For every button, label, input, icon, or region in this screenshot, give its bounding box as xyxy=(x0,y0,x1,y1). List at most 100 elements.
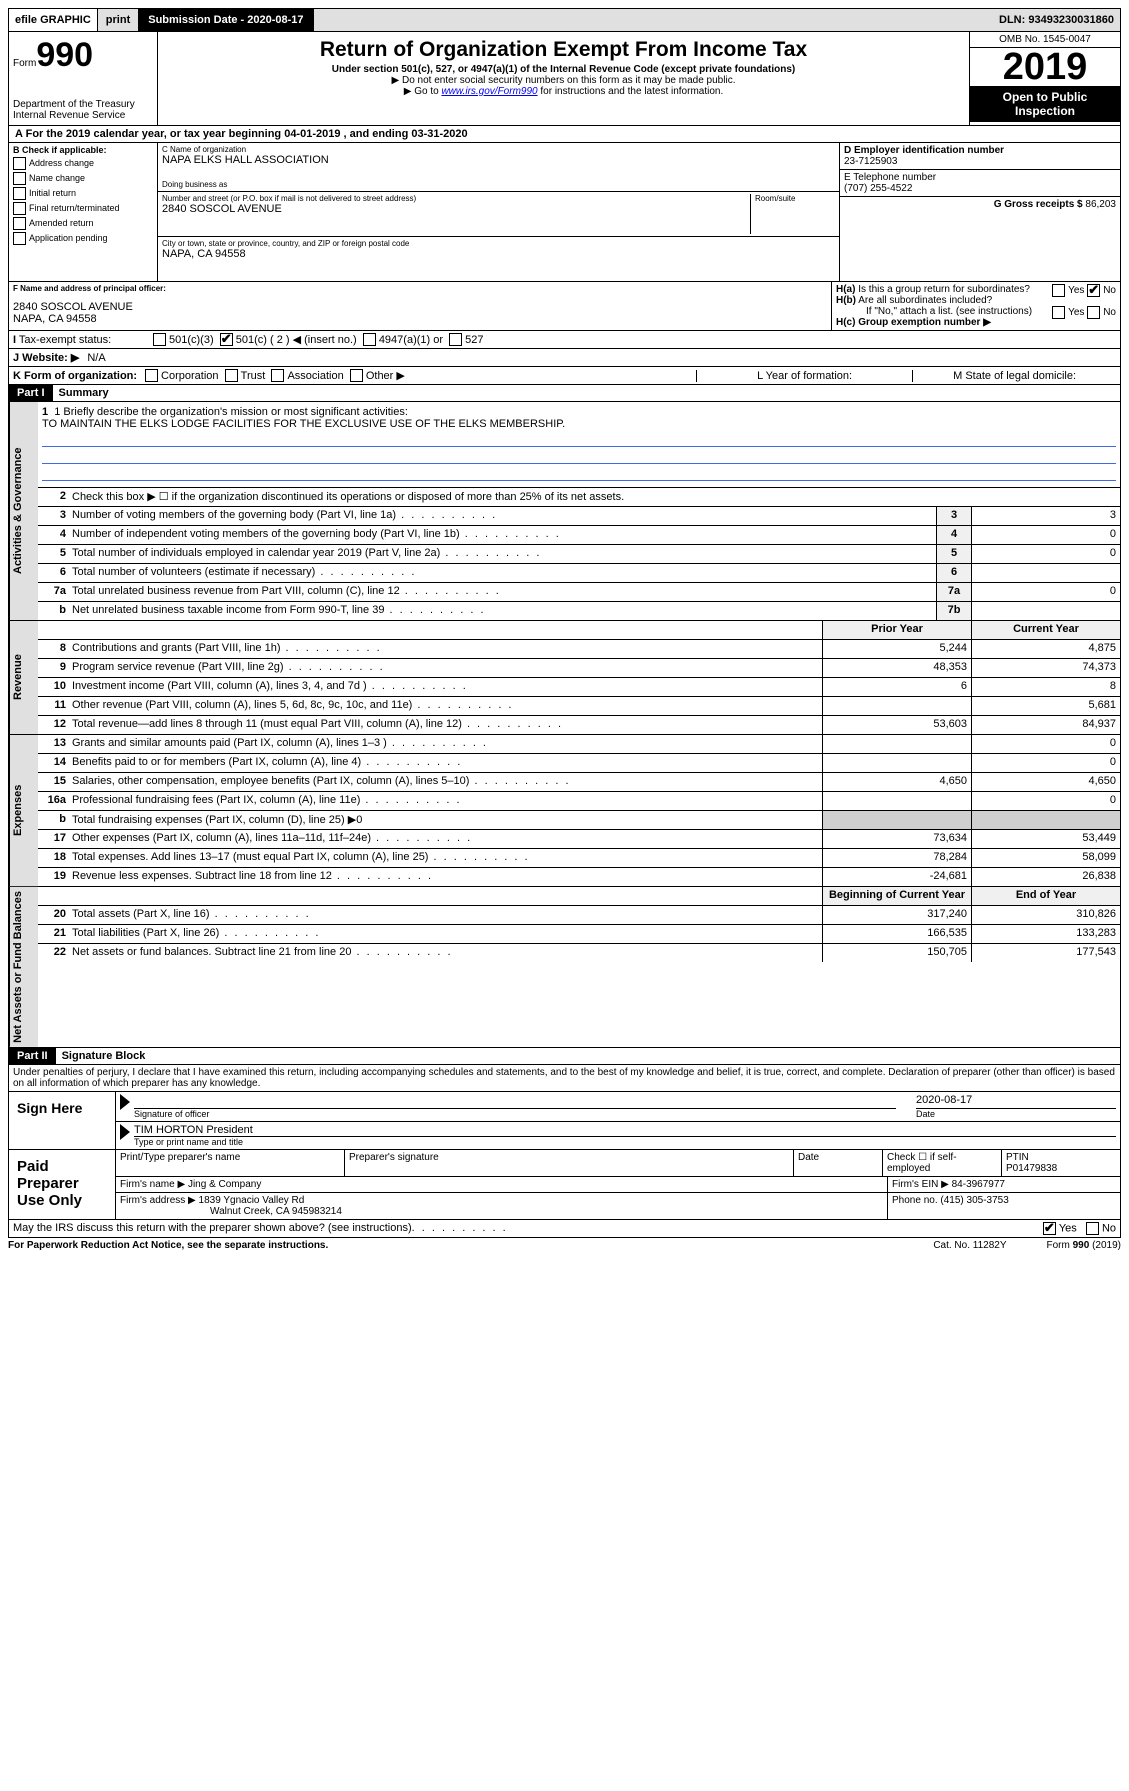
form-org-row: K Form of organization: Corporation Trus… xyxy=(9,366,1120,384)
name-change-checkbox[interactable] xyxy=(13,172,26,185)
street-address: 2840 SOSCOL AVENUE xyxy=(162,203,750,215)
table-row: 4Number of independent voting members of… xyxy=(38,526,1120,545)
box-c: C Name of organization NAPA ELKS HALL AS… xyxy=(158,143,839,281)
note-ssn: ▶ Do not enter social security numbers o… xyxy=(162,75,965,86)
sign-here-section: Sign Here Signature of officer 2020-08-1… xyxy=(8,1092,1121,1150)
table-row: 15Salaries, other compensation, employee… xyxy=(38,773,1120,792)
hb-yes-checkbox[interactable] xyxy=(1052,306,1065,319)
paid-preparer-section: Paid Preparer Use Only Print/Type prepar… xyxy=(8,1150,1121,1220)
note-link: ▶ Go to www.irs.gov/Form990 for instruct… xyxy=(162,86,965,97)
table-row: bNet unrelated business taxable income f… xyxy=(38,602,1120,620)
side-label-governance: Activities & Governance xyxy=(9,402,38,620)
table-row: 3Number of voting members of the governi… xyxy=(38,507,1120,526)
assoc-checkbox[interactable] xyxy=(271,369,284,382)
box-d: D Employer identification number 23-7125… xyxy=(839,143,1120,281)
table-row: 8Contributions and grants (Part VIII, li… xyxy=(38,640,1120,659)
form-title: Return of Organization Exempt From Incom… xyxy=(162,38,965,62)
irs-link[interactable]: www.irs.gov/Form990 xyxy=(441,86,537,97)
side-label-net: Net Assets or Fund Balances xyxy=(9,887,38,1047)
website-value: N/A xyxy=(87,352,105,364)
table-row: 20Total assets (Part X, line 16)317,2403… xyxy=(38,906,1120,925)
revenue-section: Revenue Prior Year Current Year 8Contrib… xyxy=(8,621,1121,735)
form-subtitle: Under section 501(c), 527, or 4947(a)(1)… xyxy=(162,64,965,75)
top-bar: efile GRAPHIC print Submission Date - 20… xyxy=(8,8,1121,32)
net-assets-section: Net Assets or Fund Balances Beginning of… xyxy=(8,887,1121,1048)
governance-section: Activities & Governance 1 1 Briefly desc… xyxy=(8,402,1121,621)
table-row: 21Total liabilities (Part X, line 26)166… xyxy=(38,925,1120,944)
table-row: 12Total revenue—add lines 8 through 11 (… xyxy=(38,716,1120,734)
expenses-section: Expenses 13Grants and similar amounts pa… xyxy=(8,735,1121,887)
table-row: 13Grants and similar amounts paid (Part … xyxy=(38,735,1120,754)
other-checkbox[interactable] xyxy=(350,369,363,382)
mission-text: TO MAINTAIN THE ELKS LODGE FACILITIES FO… xyxy=(42,418,1116,430)
hb-no-checkbox[interactable] xyxy=(1087,306,1100,319)
box-b: B Check if applicable: Address change Na… xyxy=(9,143,158,281)
arrow-icon xyxy=(120,1094,130,1110)
table-row: 17Other expenses (Part IX, column (A), l… xyxy=(38,830,1120,849)
open-public-badge: Open to Public Inspection xyxy=(970,86,1120,122)
sign-date: 2020-08-17 xyxy=(916,1094,1116,1109)
table-row: 14Benefits paid to or for members (Part … xyxy=(38,754,1120,773)
initial-return-checkbox[interactable] xyxy=(13,187,26,200)
firm-phone: (415) 305-3753 xyxy=(940,1195,1008,1206)
discuss-yes-checkbox[interactable] xyxy=(1043,1222,1056,1235)
year-formation: L Year of formation: xyxy=(696,370,912,382)
527-checkbox[interactable] xyxy=(449,333,462,346)
discuss-no-checkbox[interactable] xyxy=(1086,1222,1099,1235)
efile-label[interactable]: efile GRAPHIC xyxy=(9,9,98,31)
firm-address: 1839 Ygnacio Valley Rd xyxy=(199,1195,305,1206)
dln: DLN: 93493230031860 xyxy=(999,14,1120,26)
part2-badge: Part II xyxy=(9,1048,56,1064)
perjury-declaration: Under penalties of perjury, I declare th… xyxy=(8,1065,1121,1092)
table-row: bTotal fundraising expenses (Part IX, co… xyxy=(38,811,1120,830)
final-return-checkbox[interactable] xyxy=(13,202,26,215)
table-row: 22Net assets or fund balances. Subtract … xyxy=(38,944,1120,962)
officer-name: TIM HORTON President xyxy=(134,1124,1116,1137)
ein: 23-7125903 xyxy=(844,156,1116,167)
arrow-icon xyxy=(120,1124,130,1140)
org-name: NAPA ELKS HALL ASSOCIATION xyxy=(162,154,835,166)
table-row: 9Program service revenue (Part VIII, lin… xyxy=(38,659,1120,678)
part1-badge: Part I xyxy=(9,385,53,401)
amended-checkbox[interactable] xyxy=(13,217,26,230)
side-label-expenses: Expenses xyxy=(9,735,38,886)
gross-receipts: 86,203 xyxy=(1085,199,1116,210)
501c-checkbox[interactable] xyxy=(220,333,233,346)
form-header: Form990 Department of the Treasury Inter… xyxy=(8,32,1121,126)
501c3-checkbox[interactable] xyxy=(153,333,166,346)
firm-name: Jing & Company xyxy=(188,1179,261,1190)
table-row: 10Investment income (Part VIII, column (… xyxy=(38,678,1120,697)
submission-date: Submission Date - 2020-08-17 xyxy=(138,9,313,31)
addr-change-checkbox[interactable] xyxy=(13,157,26,170)
table-row: 18Total expenses. Add lines 13–17 (must … xyxy=(38,849,1120,868)
4947-checkbox[interactable] xyxy=(363,333,376,346)
ha-yes-checkbox[interactable] xyxy=(1052,284,1065,297)
trust-checkbox[interactable] xyxy=(225,369,238,382)
ptin: P01479838 xyxy=(1006,1163,1116,1174)
corp-checkbox[interactable] xyxy=(145,369,158,382)
tax-status-row: I Tax-exempt status: 501(c)(3) 501(c) ( … xyxy=(9,330,1120,348)
form-number: Form990 xyxy=(13,36,153,75)
part2-header-row: Part II Signature Block xyxy=(8,1048,1121,1065)
table-row: 11Other revenue (Part VIII, column (A), … xyxy=(38,697,1120,716)
box-f: F Name and address of principal officer:… xyxy=(9,282,832,330)
ha-no-checkbox[interactable] xyxy=(1087,284,1100,297)
state-domicile: M State of legal domicile: xyxy=(912,370,1116,382)
dept-label: Department of the Treasury Internal Reve… xyxy=(13,99,153,121)
part1-header-row: Part I Summary xyxy=(8,385,1121,402)
tax-year: 2019 xyxy=(970,48,1120,86)
website-row: J Website: ▶ N/A xyxy=(9,348,1120,366)
table-row: 16aProfessional fundraising fees (Part I… xyxy=(38,792,1120,811)
city-state-zip: NAPA, CA 94558 xyxy=(162,248,835,260)
table-row: 5Total number of individuals employed in… xyxy=(38,545,1120,564)
irs-discuss-row: May the IRS discuss this return with the… xyxy=(8,1220,1121,1238)
calendar-year-line: A For the 2019 calendar year, or tax yea… xyxy=(9,126,1120,143)
table-row: 6Total number of volunteers (estimate if… xyxy=(38,564,1120,583)
firm-ein: 84-3967977 xyxy=(952,1179,1005,1190)
box-h: H(a) Is this a group return for subordin… xyxy=(832,282,1120,330)
table-row: 19Revenue less expenses. Subtract line 1… xyxy=(38,868,1120,886)
print-button[interactable]: print xyxy=(98,14,138,26)
telephone: (707) 255-4522 xyxy=(844,183,1116,194)
section-a: A For the 2019 calendar year, or tax yea… xyxy=(8,126,1121,385)
app-pending-checkbox[interactable] xyxy=(13,232,26,245)
